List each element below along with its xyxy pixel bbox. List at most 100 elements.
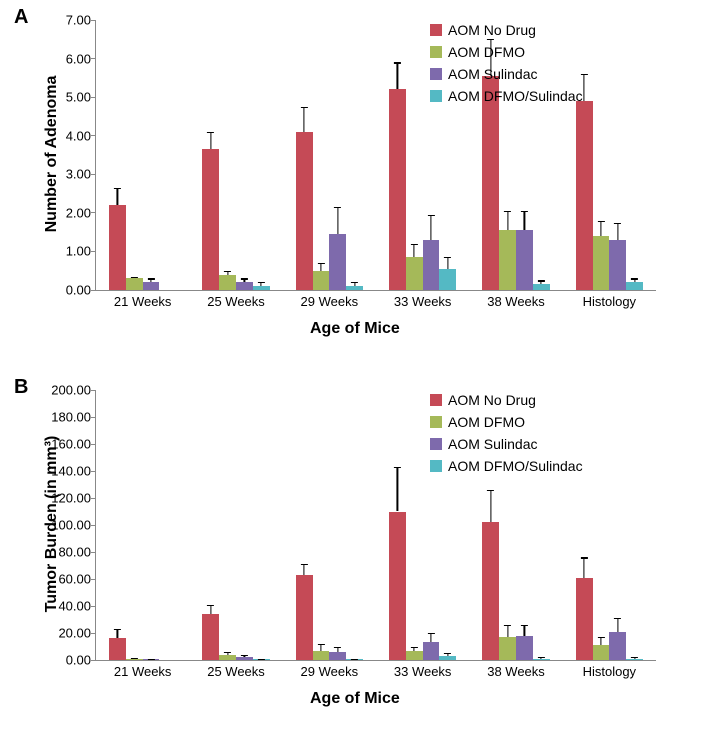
error-bar	[397, 467, 398, 512]
error-bar	[414, 244, 415, 258]
legend-label: AOM DFMO	[448, 414, 525, 430]
bar	[109, 638, 126, 660]
bar	[219, 655, 236, 660]
ytick-mark	[91, 525, 96, 526]
xtick-label: 29 Weeks	[301, 664, 359, 679]
bar	[439, 656, 456, 660]
ytick-label: 0.00	[41, 653, 91, 668]
error-bar	[244, 278, 245, 282]
error-bar	[337, 647, 338, 652]
legend-item: AOM DFMO	[430, 414, 583, 430]
ytick-label: 7.00	[41, 13, 91, 28]
xtick-label: 38 Weeks	[487, 294, 545, 309]
bar	[609, 240, 626, 290]
error-bar	[617, 618, 618, 632]
error-bar	[261, 659, 262, 660]
error-bar	[134, 658, 135, 659]
error-bar	[584, 557, 585, 577]
error-bar	[304, 107, 305, 132]
error-bar	[210, 605, 211, 614]
bar	[576, 101, 593, 290]
legend-swatch	[430, 24, 442, 36]
error-bar	[507, 625, 508, 637]
bar	[626, 659, 643, 660]
legend-label: AOM DFMO/Sulindac	[448, 88, 583, 104]
error-bar	[490, 490, 491, 522]
xtick-label: 33 Weeks	[394, 664, 452, 679]
legend-item: AOM DFMO	[430, 44, 583, 60]
error-bar	[600, 637, 601, 645]
legend-item: AOM DFMO/Sulindac	[430, 458, 583, 474]
error-bar	[397, 62, 398, 89]
xtick-label: 25 Weeks	[207, 294, 265, 309]
error-bar	[117, 629, 118, 638]
bar	[593, 645, 610, 660]
bar	[329, 652, 346, 660]
error-bar	[134, 277, 135, 279]
bar	[389, 512, 406, 661]
error-bar	[524, 625, 525, 636]
ytick-label: 180.00	[41, 410, 91, 425]
bar	[143, 282, 160, 290]
ytick-label: 0.00	[41, 283, 91, 298]
ytick-label: 100.00	[41, 518, 91, 533]
bar	[202, 614, 219, 660]
xtick-label: Histology	[583, 664, 636, 679]
bar	[296, 132, 313, 290]
ytick-mark	[91, 660, 96, 661]
legend-swatch	[430, 394, 442, 406]
bar	[406, 651, 423, 660]
error-bar	[584, 74, 585, 101]
panel-b-legend: AOM No DrugAOM DFMOAOM SulindacAOM DFMO/…	[430, 392, 583, 480]
ytick-mark	[91, 58, 96, 59]
bar	[439, 269, 456, 290]
panel-b: B Tumor Burden (in mm³) 0.0020.0040.0060…	[0, 370, 705, 730]
error-bar	[337, 207, 338, 234]
bar	[576, 578, 593, 660]
legend-label: AOM No Drug	[448, 392, 536, 408]
legend-label: AOM No Drug	[448, 22, 536, 38]
ytick-mark	[91, 135, 96, 136]
ytick-label: 60.00	[41, 572, 91, 587]
ytick-mark	[91, 290, 96, 291]
ytick-label: 4.00	[41, 128, 91, 143]
bar	[126, 278, 143, 290]
ytick-label: 6.00	[41, 51, 91, 66]
legend-label: AOM DFMO/Sulindac	[448, 458, 583, 474]
bar	[236, 282, 253, 290]
error-bar	[304, 564, 305, 575]
error-bar	[447, 653, 448, 656]
bar	[202, 149, 219, 290]
legend-label: AOM DFMO	[448, 44, 525, 60]
error-bar	[600, 221, 601, 236]
ytick-mark	[91, 471, 96, 472]
bar	[329, 234, 346, 290]
bar	[313, 271, 330, 290]
bar	[346, 286, 363, 290]
ytick-label: 5.00	[41, 90, 91, 105]
bar	[236, 657, 253, 660]
xtick-label: Histology	[583, 294, 636, 309]
panel-a: A Number of Adenoma 0.001.002.003.004.00…	[0, 0, 705, 360]
error-bar	[210, 132, 211, 149]
xtick-label: 33 Weeks	[394, 294, 452, 309]
figure: A Number of Adenoma 0.001.002.003.004.00…	[0, 0, 705, 736]
error-bar	[354, 659, 355, 660]
error-bar	[150, 278, 151, 282]
panel-a-xlabel: Age of Mice	[310, 320, 400, 338]
error-bar	[617, 223, 618, 240]
panel-a-ylabel: Number of Adenoma	[43, 54, 61, 254]
legend-item: AOM Sulindac	[430, 66, 583, 82]
ytick-label: 40.00	[41, 599, 91, 614]
ytick-label: 80.00	[41, 545, 91, 560]
bar	[516, 636, 533, 660]
bar	[423, 240, 440, 290]
error-bar	[414, 647, 415, 651]
ytick-mark	[91, 444, 96, 445]
bar	[406, 257, 423, 290]
ytick-mark	[91, 251, 96, 252]
error-bar	[507, 211, 508, 230]
error-bar	[634, 657, 635, 658]
error-bar	[117, 188, 118, 205]
ytick-label: 120.00	[41, 491, 91, 506]
